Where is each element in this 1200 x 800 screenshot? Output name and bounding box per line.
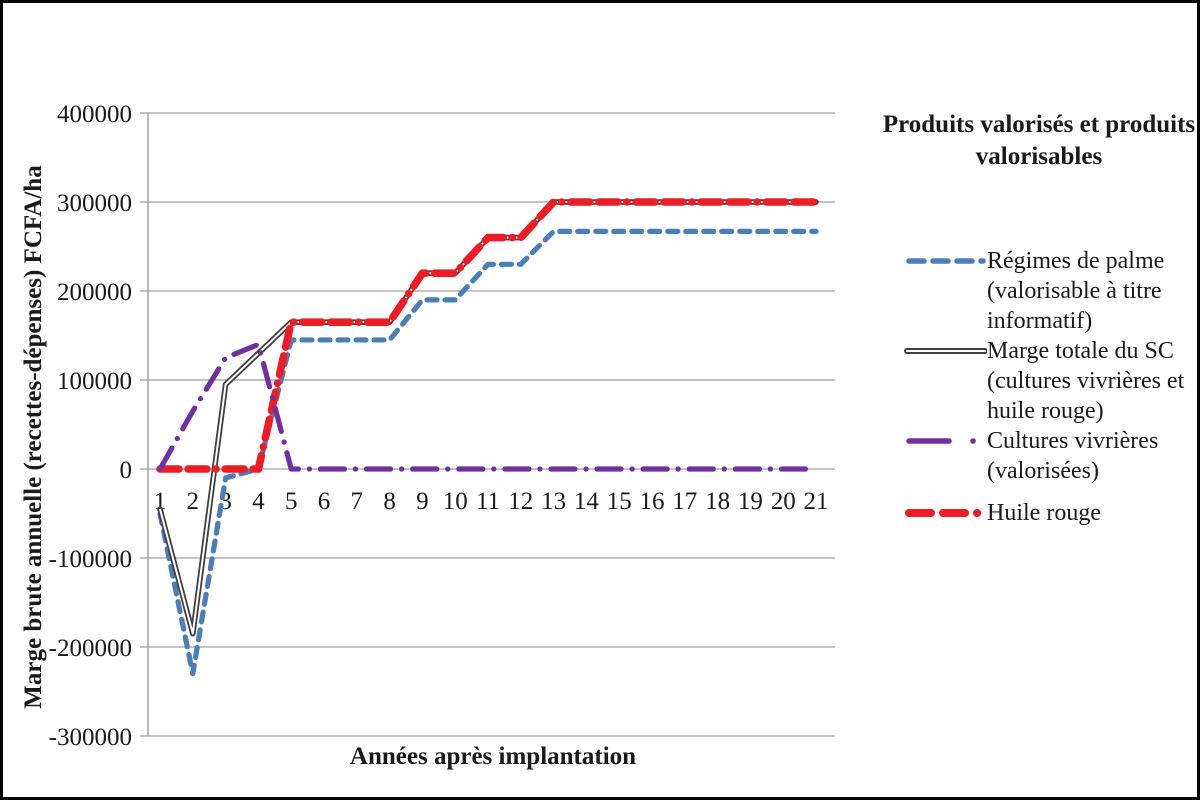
y-tick-label: -200000 [49,635,132,662]
legend-items: Régimes de palme (valorisable à titre in… [895,246,1197,528]
x-tick-label: 13 [541,488,566,515]
x-tick-label: 12 [508,488,533,515]
x-tick-label: 2 [187,488,200,515]
legend-line-sample-dash-dot [906,438,987,444]
legend-label: Marge totale du SC (cultures vivrières e… [987,338,1185,424]
legend-line-sample-dashed [906,258,986,264]
legend-line-sample-thick-dash [905,509,987,517]
x-tick-label: 17 [672,488,697,515]
x-tick-label: 6 [318,488,331,515]
plot-area: 400000 300000 200000 100000 0 -100000 -200000 -… [49,101,835,751]
legend-title: Produits valorisés et produits valorisab… [882,111,1196,170]
legend-line-sample-double [904,348,987,354]
y-tick-label: 0 [120,457,133,484]
y-tick-label: 400000 [57,101,132,128]
x-tick-label: 4 [252,488,265,515]
series-line-0 [157,228,819,677]
x-tick-label: 19 [738,488,763,515]
y-tick-label: -300000 [49,724,132,751]
series-line-3 [156,198,820,473]
y-tick-label: 100000 [57,368,132,395]
x-tick-label: 1 [154,488,167,515]
y-tick-label: 300000 [57,190,132,217]
y-tick-label: 200000 [57,279,132,306]
legend-item-2: Cultures vivrières (valorisées) [895,426,1197,486]
legend: Produits valorisés et produits valorisab… [881,3,1197,797]
x-tick-label: 5 [285,488,298,515]
legend-item-1: Marge totale du SC (cultures vivrières e… [895,336,1197,426]
y-axis-title: Marge brute annuelle (recettes-dépenses)… [20,165,47,709]
legend-label: Huile rouge [987,500,1101,526]
x-tick-label: 15 [607,488,632,515]
x-tick-label: 9 [416,488,429,515]
legend-label: Cultures vivrières (valorisées) [987,428,1159,484]
x-tick-label: 8 [383,488,396,515]
x-tick-label: 10 [443,488,468,515]
x-tick-label: 11 [476,488,500,515]
legend-item-3: Huile rouge [895,498,1197,528]
series-line-2 [157,341,819,472]
x-tick-label: 20 [771,488,796,515]
x-tick-label: 16 [640,488,665,515]
x-tick-label: 7 [351,488,364,515]
x-tick-label: 18 [705,488,730,515]
x-tick-label: 21 [804,488,829,515]
legend-label: Régimes de palme (valorisable à titre in… [987,248,1165,334]
y-tick-label: -100000 [49,546,132,573]
x-axis-title: Années après implantation [349,743,637,770]
x-tick-label: 14 [574,488,600,515]
legend-item-0: Régimes de palme (valorisable à titre in… [895,246,1197,336]
